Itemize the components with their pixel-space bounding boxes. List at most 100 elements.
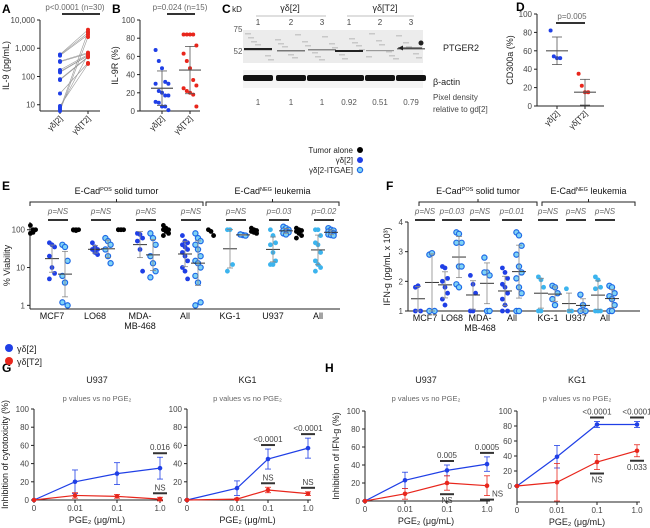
y-tick-label: 20: [351, 479, 360, 488]
lane-number: 1: [347, 18, 352, 27]
pixel-density-value: 1: [256, 98, 261, 107]
gd2-point: [114, 471, 120, 476]
gd2-point: [313, 258, 318, 264]
gdT2-point: [181, 51, 186, 56]
gd2-itgae-point: [513, 275, 520, 282]
y-tick-label: 60: [126, 52, 135, 61]
blot-noise: [265, 55, 271, 57]
gd2-point: [502, 270, 508, 275]
gd2-point: [180, 233, 185, 238]
gd2-itgae-point: [608, 307, 616, 315]
p-value-label: p=NS: [537, 207, 559, 216]
gdT2-line: [33, 494, 161, 501]
p-value-annotation: NS: [492, 490, 503, 499]
p-value-label: p=0.03: [439, 207, 465, 216]
p-value-annotation: NS: [591, 476, 602, 485]
gd2-point: [500, 265, 505, 271]
gd2-point: [163, 93, 168, 98]
gd2-point: [47, 253, 52, 259]
gdT2-point: [484, 483, 490, 489]
gd2-point: [541, 284, 546, 290]
gd2-line: [516, 423, 637, 487]
blot-artifact: [418, 40, 424, 46]
y-tick-label: 60: [20, 441, 29, 450]
group-label: MCF7: [40, 311, 65, 321]
group-label: All: [180, 311, 190, 321]
group-header: E-CadNEG leukemia: [235, 186, 311, 196]
gd2-point: [273, 240, 278, 246]
gd2-point: [58, 109, 62, 113]
gd2-point: [156, 58, 161, 63]
header-prefix: E-Cad: [436, 186, 462, 196]
gd2-itgae-point: [518, 242, 525, 249]
blot-noise: [319, 59, 325, 61]
y-tick-label: 100: [499, 407, 513, 416]
gd2-itgae-point: [458, 263, 465, 270]
group-label: LO68: [441, 313, 463, 323]
gd2-line: [186, 447, 309, 501]
p-value-annotation: p=0.024 (n=15): [153, 3, 208, 12]
y-tick-label: 0: [178, 496, 183, 505]
gd2-point: [305, 445, 311, 451]
gd2-point: [268, 227, 273, 233]
y-tick-label: 20: [503, 467, 512, 476]
gd2-point: [90, 240, 95, 246]
gdT2-point: [184, 32, 189, 37]
x-tick-label: 0.1: [262, 504, 274, 513]
p-value-label: p=NS: [90, 207, 112, 216]
density-caption: relative to gd[2]: [433, 105, 488, 114]
blot-noise: [406, 46, 412, 48]
gd2-itgae-point: [455, 230, 463, 238]
gd2-itgae-point: [486, 307, 493, 315]
x-tick-label: 0.01: [229, 504, 245, 513]
gdT2-line: [364, 482, 488, 502]
blot-noise: [403, 42, 409, 44]
blot-noise: [389, 55, 395, 57]
gd2-point: [318, 265, 323, 270]
gd2-point: [166, 81, 171, 86]
gd2-point: [153, 99, 158, 104]
gd2-point: [318, 233, 323, 238]
p-value-annotation: NS: [302, 478, 313, 487]
blot-noise: [305, 45, 311, 47]
y-tick-label: 100: [16, 405, 30, 414]
tumor-alone-point: [294, 235, 299, 241]
x-tick-label: 1.0: [631, 506, 643, 515]
p-value-annotation: <0.0001: [253, 435, 283, 444]
blot-group-label: γδ[T2]: [372, 3, 397, 13]
legend-marker-gd2: [357, 157, 363, 163]
gd2-point: [166, 93, 171, 98]
gd2-itgae-point: [458, 239, 465, 246]
pair-line: [59, 31, 89, 110]
x-tick-label: γδ[2]: [46, 114, 65, 133]
gd2-itgae-point: [197, 264, 204, 271]
gdT2-point: [184, 58, 189, 63]
pair-line: [59, 36, 89, 112]
pixel-density-value: 1: [320, 98, 325, 107]
gd2-itgae-point: [192, 302, 199, 309]
group-label: KG-1: [537, 313, 558, 323]
ptger2-band: [366, 50, 394, 52]
blot-noise: [302, 41, 308, 43]
panel-label: B: [112, 2, 121, 16]
blot-group-label: γδ[2]: [280, 3, 300, 13]
p-value-annotation: p<0.0001 (n=30): [45, 3, 104, 12]
gd2-point: [558, 56, 563, 61]
gdT2-point: [86, 35, 90, 40]
y-tick-label: 20: [20, 478, 29, 487]
marker-52: 52: [234, 47, 243, 56]
y-tick-label: 100: [519, 10, 533, 19]
group-bracket: [418, 199, 538, 206]
pixel-density-value: 1: [289, 98, 294, 107]
y-tick-label: 0: [25, 496, 30, 505]
gd2-itgae-point: [515, 232, 523, 239]
gd2-point: [484, 461, 490, 467]
x-axis-label: PGE₂ (μg/mL): [398, 516, 454, 526]
gd2-point: [500, 308, 505, 314]
gd2-point: [440, 296, 445, 302]
p-value-annotation: <0.0001: [622, 408, 650, 417]
gd2-itgae-point: [64, 302, 71, 309]
gdT2-point: [114, 494, 120, 499]
gd2-point: [58, 91, 62, 96]
y-tick-label: 10: [16, 264, 25, 273]
